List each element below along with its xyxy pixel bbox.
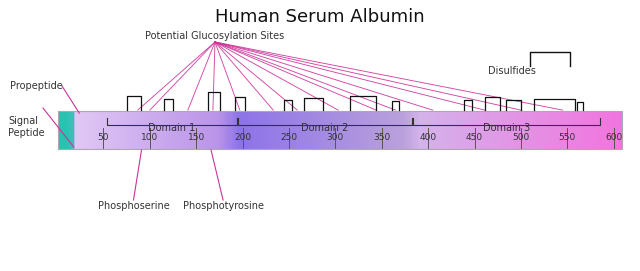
Text: 350: 350 <box>373 133 390 142</box>
Text: 600: 600 <box>605 133 622 142</box>
Text: 250: 250 <box>280 133 298 142</box>
Text: 550: 550 <box>559 133 576 142</box>
Text: Human Serum Albumin: Human Serum Albumin <box>215 8 425 26</box>
Text: Phosphoserine: Phosphoserine <box>98 201 170 211</box>
Bar <box>58 111 74 149</box>
Text: Phosphotyrosine: Phosphotyrosine <box>182 201 264 211</box>
Text: 300: 300 <box>327 133 344 142</box>
Text: Domain 3: Domain 3 <box>483 123 530 133</box>
Text: 500: 500 <box>512 133 529 142</box>
Text: Domain 2: Domain 2 <box>301 123 349 133</box>
Text: Signal
Peptide: Signal Peptide <box>8 116 45 138</box>
Text: Disulfides: Disulfides <box>488 66 536 76</box>
Text: 450: 450 <box>466 133 483 142</box>
Text: 100: 100 <box>141 133 159 142</box>
Text: 50: 50 <box>98 133 109 142</box>
Text: 400: 400 <box>420 133 436 142</box>
Text: 200: 200 <box>234 133 251 142</box>
Bar <box>58 111 622 149</box>
Text: 150: 150 <box>188 133 205 142</box>
Text: Potential Glucosylation Sites: Potential Glucosylation Sites <box>145 31 285 41</box>
Text: Propeptide: Propeptide <box>10 81 63 91</box>
Text: Domain 1: Domain 1 <box>148 123 196 133</box>
